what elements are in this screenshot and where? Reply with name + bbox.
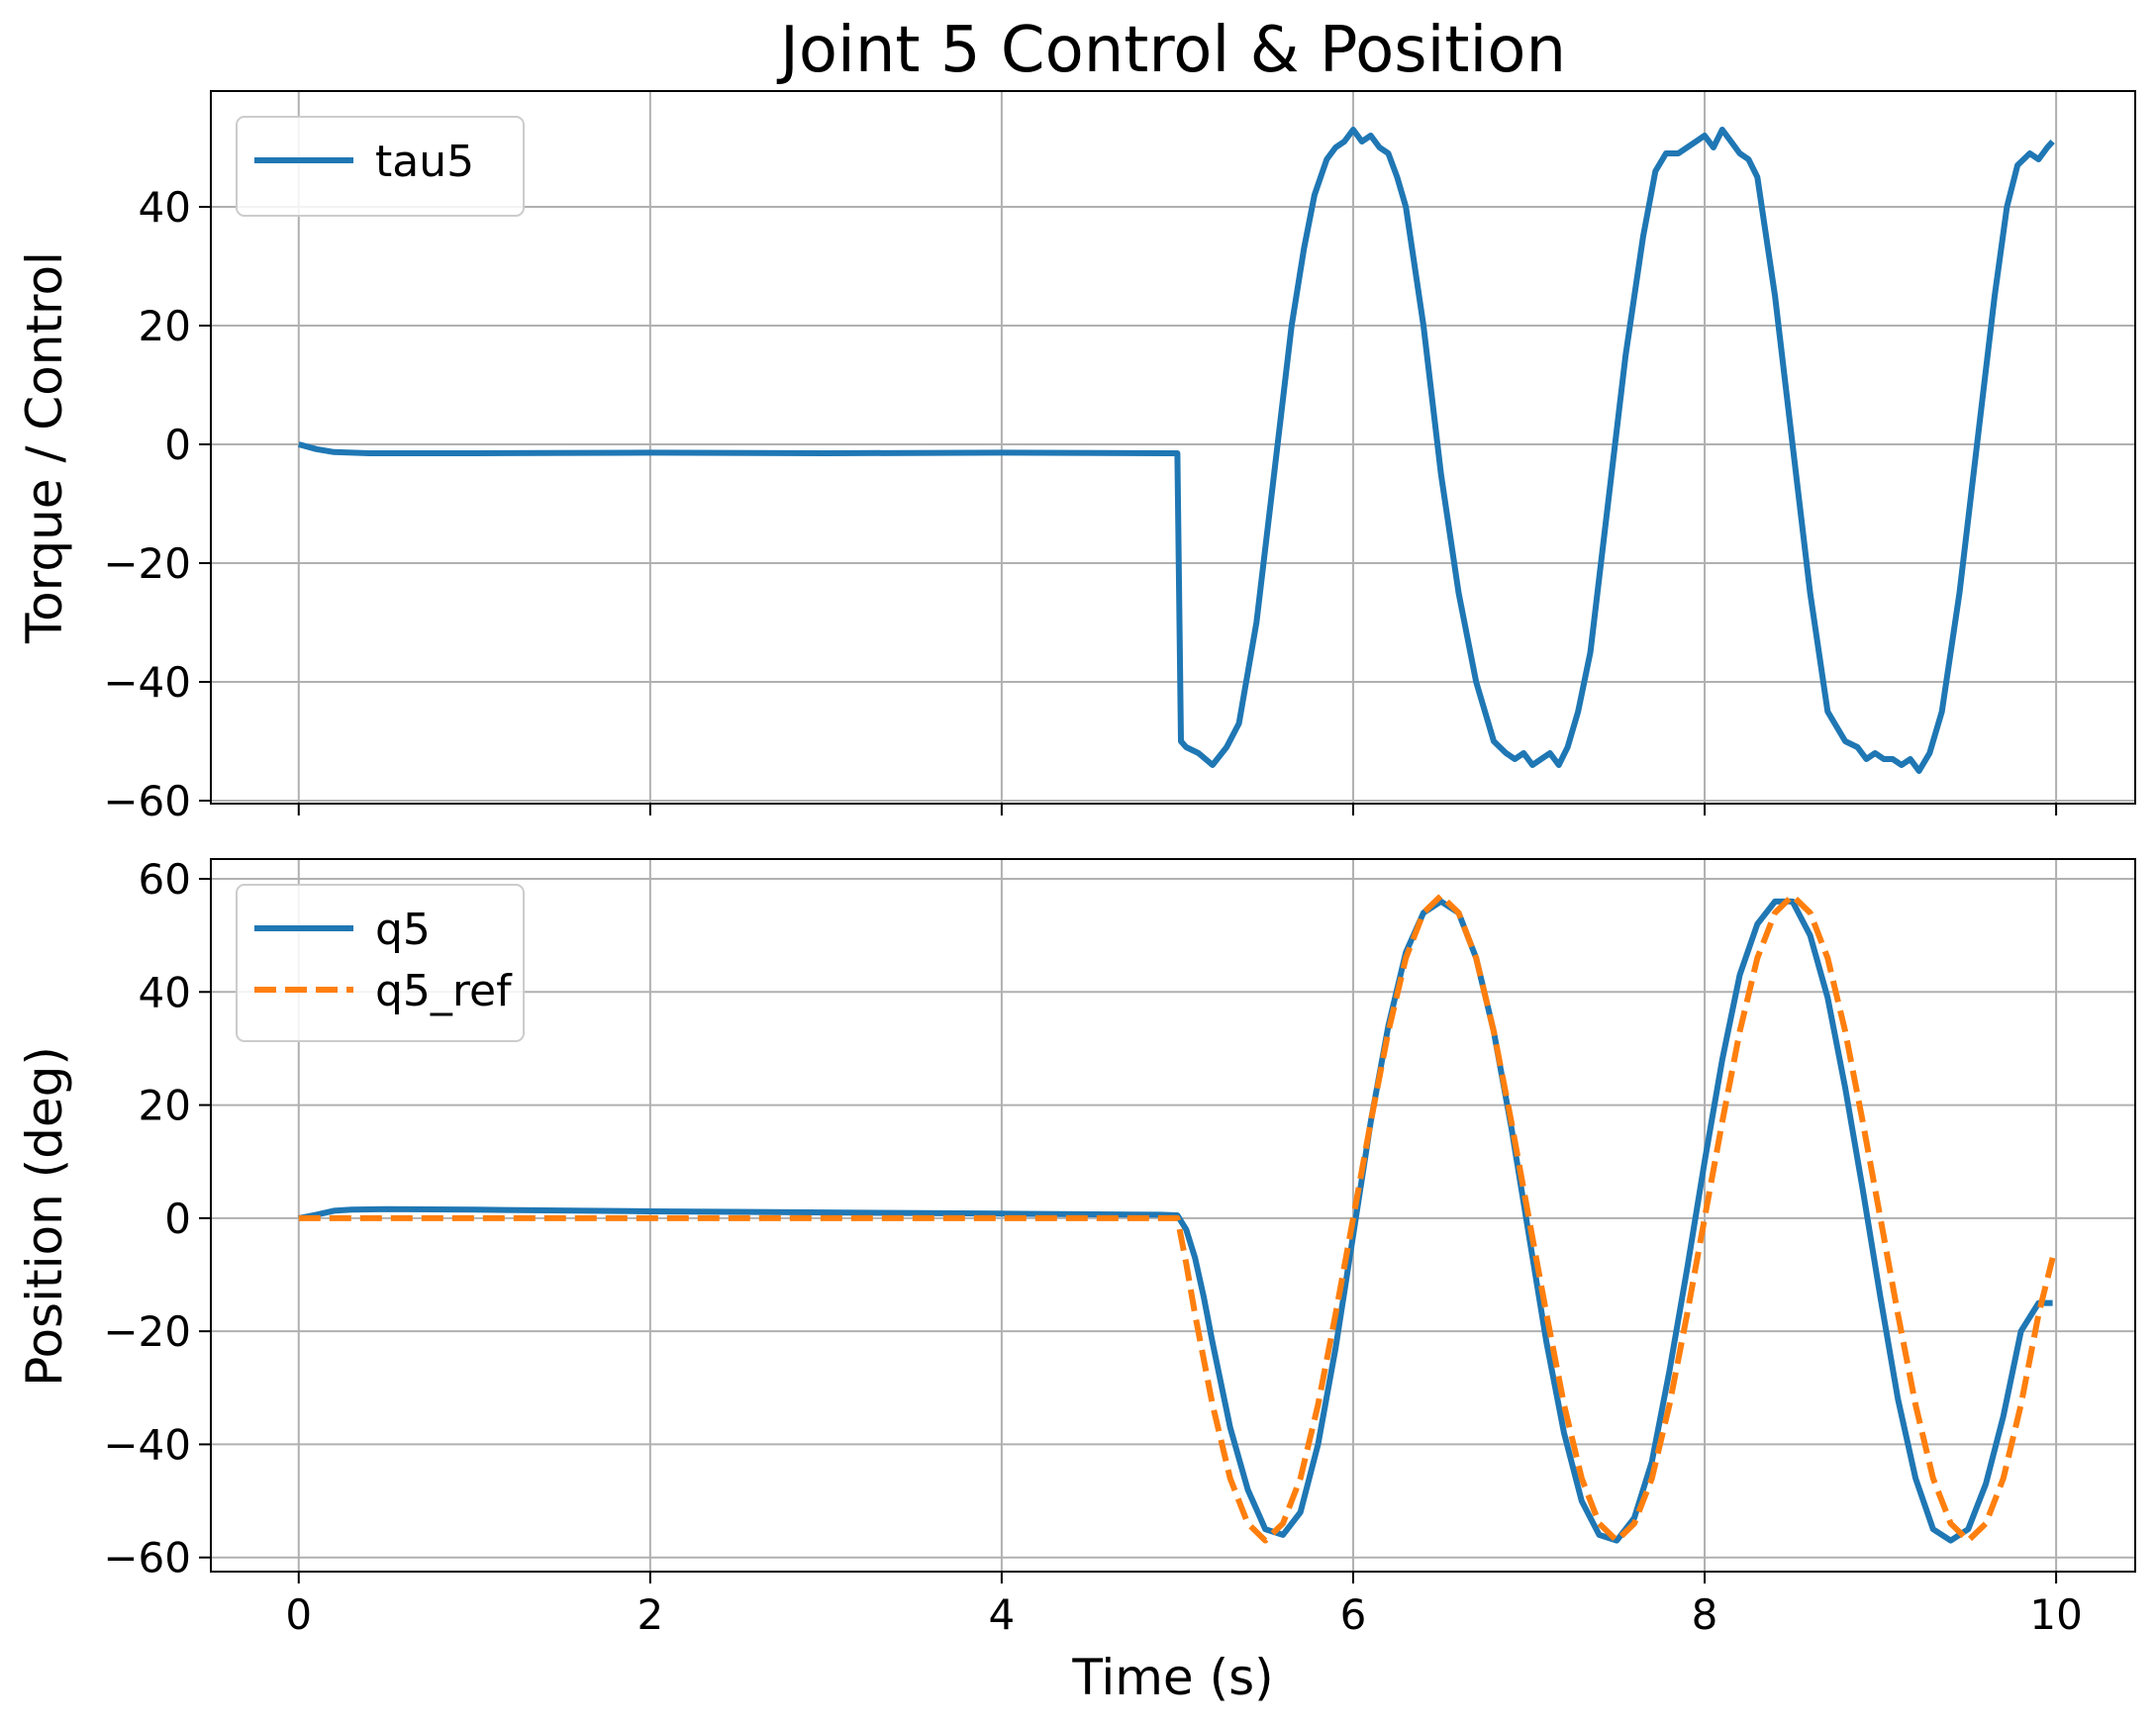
legend: tau5 <box>236 116 525 217</box>
y-tick-label: 40 <box>139 968 191 1016</box>
series-group <box>298 127 2055 774</box>
ticks: 0 2 4 6 8 10 −60 −40 −20 0 20 40 60 <box>103 855 2082 1639</box>
time-xlabel: Time (s) <box>1071 1649 1273 1706</box>
y-tick-label: 0 <box>164 1195 191 1243</box>
x-tick-label: 2 <box>637 1590 663 1639</box>
x-tick-label: 8 <box>1692 1590 1718 1639</box>
plot-frame <box>210 858 2136 1573</box>
legend-box <box>236 884 525 1042</box>
legend-label-tau5: tau5 <box>375 137 474 187</box>
position-ylabel: Position (deg) <box>16 1046 73 1387</box>
series-group <box>298 893 2056 1544</box>
y-tick-label: −20 <box>103 1307 191 1356</box>
legend-label-q5: q5 <box>375 905 431 955</box>
y-tick-label: 40 <box>139 183 191 232</box>
series-line-q5_ref <box>298 893 2056 1544</box>
y-tick-label: 20 <box>139 1082 191 1130</box>
y-tick-label: −60 <box>103 777 191 825</box>
legend-box <box>236 116 525 217</box>
chart-title: Joint 5 Control & Position <box>776 14 1566 87</box>
x-tick-label: 10 <box>2029 1590 2082 1639</box>
grid <box>211 91 2135 804</box>
torque-ylabel: Torque / Control <box>16 251 73 644</box>
y-tick-label: −40 <box>103 1420 191 1469</box>
position-panel: Position (deg) Time (s) 0 2 4 6 8 10 −60 −40 −20… <box>16 855 2136 1706</box>
legend: q5 q5_ref <box>236 884 525 1042</box>
y-tick-label: 60 <box>139 855 191 904</box>
y-tick-label: −20 <box>103 539 191 588</box>
y-tick-label: −60 <box>103 1534 191 1582</box>
y-tick-label: −40 <box>103 658 191 707</box>
x-tick-label: 0 <box>285 1590 312 1639</box>
x-tick-label: 4 <box>989 1590 1016 1639</box>
x-tick-label: 6 <box>1340 1590 1367 1639</box>
plot-frame <box>210 90 2136 805</box>
ticks: −60 −40 −20 0 20 40 <box>103 183 2058 825</box>
legend-label-q5_ref: q5_ref <box>375 966 513 1016</box>
torque-panel: Torque / Control −60 −40 −20 0 20 40 tau5 <box>16 90 2136 825</box>
series-line-tau5 <box>298 127 2055 774</box>
y-tick-label: 0 <box>164 421 191 469</box>
y-tick-label: 20 <box>139 302 191 350</box>
